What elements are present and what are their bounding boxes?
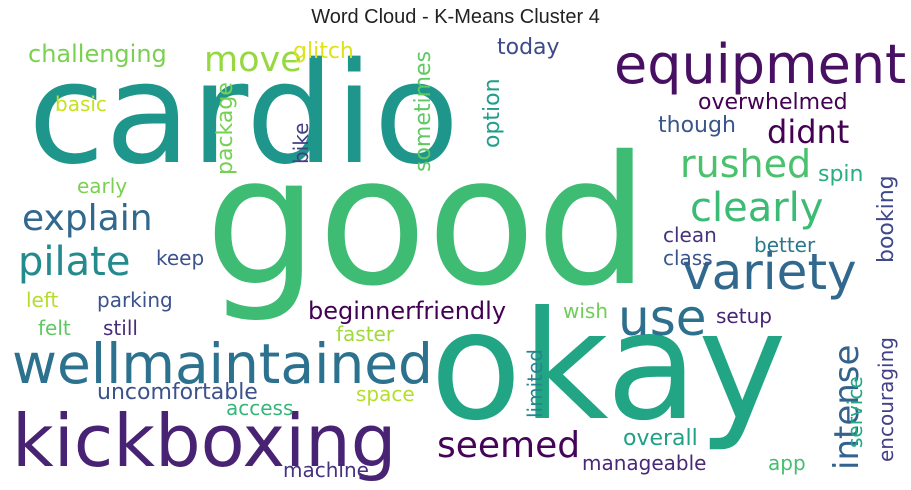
word-okay: okay bbox=[430, 280, 787, 454]
word-faster: faster bbox=[336, 322, 395, 346]
word-move: move bbox=[204, 40, 302, 80]
word-seemed: seemed bbox=[437, 425, 580, 466]
word-use: use bbox=[618, 289, 707, 347]
word-package: package bbox=[213, 82, 238, 175]
word-explain: explain bbox=[22, 198, 153, 239]
word-didnt: didnt bbox=[767, 113, 849, 151]
word-limited: limited bbox=[523, 349, 547, 418]
word-service: service bbox=[843, 376, 867, 448]
word-beginnerfriendly: beginnerfriendly bbox=[308, 297, 506, 325]
word-machine: machine bbox=[283, 458, 369, 482]
word-overall: overall bbox=[623, 426, 698, 451]
word-option: option bbox=[480, 78, 505, 148]
word-class: class bbox=[663, 246, 713, 270]
word-clean: clean bbox=[663, 223, 717, 247]
word-app: app bbox=[768, 451, 806, 475]
word-clearly: clearly bbox=[690, 185, 823, 231]
word-overwhelmed: overwhelmed bbox=[698, 90, 848, 115]
word-sometimes: sometimes bbox=[411, 51, 436, 172]
word-booking: booking bbox=[874, 175, 899, 263]
word-left: left bbox=[26, 288, 59, 312]
word-bike: bike bbox=[289, 123, 313, 164]
word-cardio: cardio bbox=[28, 33, 459, 196]
word-uncomfortable: uncomfortable bbox=[97, 380, 258, 405]
word-basic: basic bbox=[55, 92, 107, 116]
word-encouraging: encouraging bbox=[874, 337, 898, 462]
word-still: still bbox=[103, 316, 138, 340]
word-access: access bbox=[226, 396, 293, 420]
word-early: early bbox=[77, 174, 127, 198]
word-wellmaintained: wellmaintained bbox=[12, 332, 433, 396]
word-rushed: rushed bbox=[680, 142, 811, 186]
word-setup: setup bbox=[716, 304, 772, 328]
word-wish: wish bbox=[563, 299, 608, 323]
chart-title: Word Cloud - K-Means Cluster 4 bbox=[311, 6, 600, 28]
word-spin: spin bbox=[818, 162, 863, 187]
word-variety: variety bbox=[682, 243, 857, 301]
word-glitch: glitch bbox=[293, 39, 354, 64]
word-intense: intense bbox=[827, 345, 867, 470]
word-equipment: equipment bbox=[614, 33, 906, 96]
word-challenging: challenging bbox=[28, 40, 167, 68]
word-felt: felt bbox=[38, 316, 71, 340]
word-good: good bbox=[205, 118, 649, 325]
word-though: though bbox=[658, 113, 736, 138]
word-keep: keep bbox=[156, 246, 204, 270]
word-manageable: manageable bbox=[582, 451, 706, 475]
word-parking: parking bbox=[97, 288, 173, 312]
word-pilate: pilate bbox=[18, 239, 130, 285]
word-today: today bbox=[497, 35, 560, 60]
word-space: space bbox=[356, 382, 415, 406]
word-better: better bbox=[754, 233, 816, 257]
word-kickboxing: kickboxing bbox=[12, 399, 396, 483]
